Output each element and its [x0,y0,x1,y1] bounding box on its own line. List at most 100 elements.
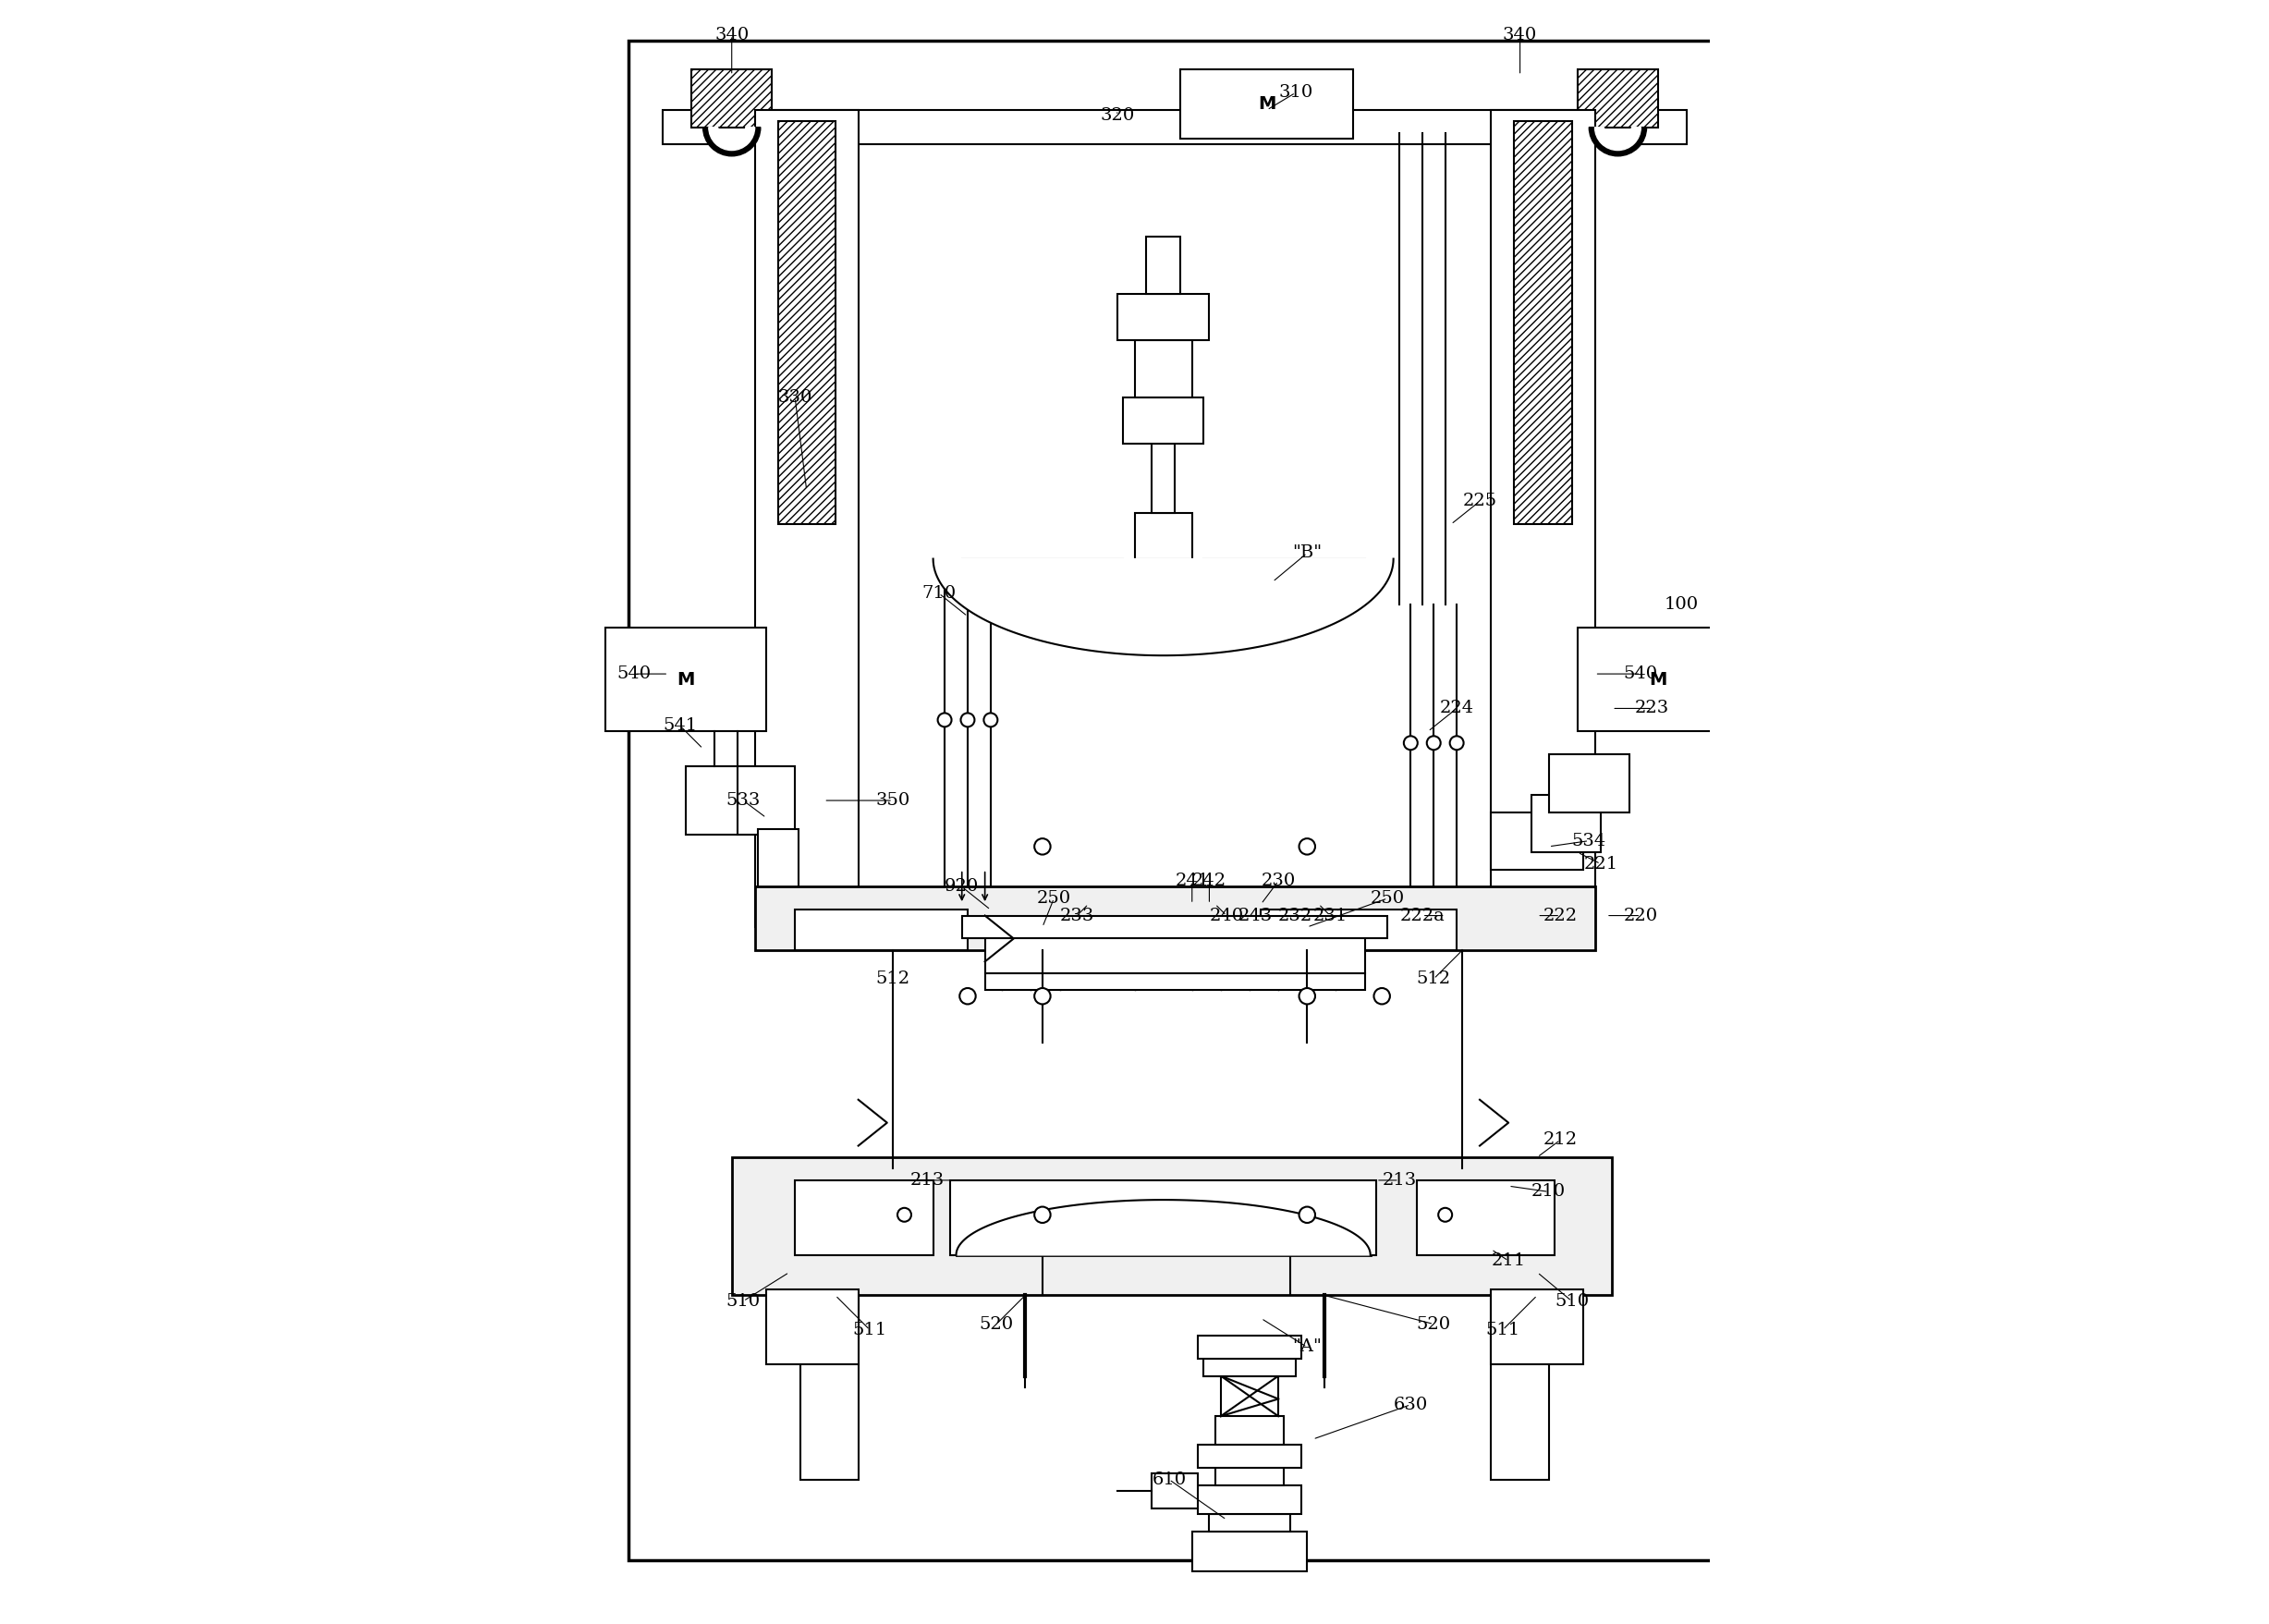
Bar [1416,1181,1554,1255]
Text: M: M [1257,96,1275,114]
Circle shape [960,987,976,1004]
Bar [1491,1296,1550,1479]
Bar [1198,1445,1302,1468]
Bar [1134,339,1191,398]
Text: 250: 250 [1370,890,1405,906]
Bar [1262,909,1457,950]
Bar [794,909,967,950]
Bar [1491,1289,1584,1364]
Wedge shape [1595,127,1640,151]
Text: 534: 534 [1572,833,1606,849]
Text: "A": "A" [1293,1338,1323,1356]
Bar [1180,70,1352,138]
Circle shape [899,1208,912,1221]
Bar [985,921,1364,973]
Circle shape [1300,838,1316,854]
Bar [606,628,767,731]
Circle shape [937,713,951,728]
Text: 512: 512 [1416,971,1450,987]
Bar [1491,812,1584,869]
Bar [1153,1473,1198,1509]
Text: 340: 340 [715,28,749,44]
Bar [1198,1486,1302,1514]
Text: 213: 213 [1382,1173,1416,1189]
Bar [1198,1335,1302,1359]
Bar [1550,755,1629,812]
Text: 520: 520 [1416,1315,1450,1332]
Circle shape [1450,736,1464,750]
Circle shape [960,713,976,728]
Circle shape [1035,987,1051,1004]
Text: 511: 511 [853,1322,887,1338]
Wedge shape [708,127,756,151]
Polygon shape [955,1200,1370,1255]
Bar [1123,398,1203,443]
Bar [985,973,1364,991]
Circle shape [985,713,998,728]
Polygon shape [933,559,1393,656]
Text: 512: 512 [876,971,910,987]
Bar [1116,294,1209,339]
Text: 212: 212 [1543,1132,1577,1148]
Text: 210: 210 [1532,1184,1566,1200]
Text: 211: 211 [1491,1252,1525,1268]
Bar [1513,122,1572,525]
Circle shape [1373,987,1391,1004]
Text: 243: 243 [1239,908,1273,924]
Circle shape [1427,736,1441,750]
Text: 710: 710 [921,585,955,601]
Text: 320: 320 [1100,107,1134,123]
Text: 240: 240 [1209,908,1243,924]
Text: M: M [676,671,694,689]
Text: 510: 510 [1554,1293,1588,1309]
Bar [737,767,794,835]
Wedge shape [703,127,760,156]
Bar [1134,513,1191,559]
Circle shape [1035,838,1051,854]
Text: 340: 340 [1502,28,1536,44]
Bar [663,110,1686,145]
Bar [801,1296,858,1479]
Text: 250: 250 [1037,890,1071,906]
Text: 610: 610 [1153,1471,1187,1488]
Text: "B": "B" [1293,544,1323,562]
Text: 510: 510 [726,1293,760,1309]
Text: 230: 230 [1262,872,1296,890]
Bar [756,110,858,927]
Bar [756,887,1595,950]
Text: 222: 222 [1543,908,1577,924]
Text: 242: 242 [1191,872,1228,890]
Text: 225: 225 [1464,494,1498,510]
Circle shape [1300,987,1316,1004]
Circle shape [1300,1207,1316,1223]
Bar [1216,1416,1284,1445]
Text: 233: 233 [1060,908,1094,924]
Bar [685,767,778,835]
Bar [767,1289,858,1364]
Text: 541: 541 [663,718,697,734]
Wedge shape [1588,127,1647,156]
Circle shape [1405,736,1418,750]
Text: 540: 540 [1625,666,1659,682]
Text: 221: 221 [1584,856,1618,872]
Bar [1216,1468,1284,1486]
Bar [1577,70,1659,127]
Text: 330: 330 [778,390,812,406]
Text: 222a: 222a [1400,908,1445,924]
Bar [794,1181,933,1255]
Text: 213: 213 [910,1173,944,1189]
Bar [692,70,771,127]
Text: 533: 533 [726,793,760,809]
Text: M: M [1650,671,1668,689]
Bar [951,1181,1377,1255]
Bar [1532,794,1600,853]
Text: 310: 310 [1277,84,1314,101]
Bar [1491,110,1595,927]
Text: 350: 350 [876,793,910,809]
Text: 511: 511 [1486,1322,1520,1338]
Text: 540: 540 [617,666,651,682]
Text: 920: 920 [944,879,980,895]
Bar [1209,1514,1289,1531]
Bar [778,122,835,525]
Text: 630: 630 [1393,1397,1427,1413]
